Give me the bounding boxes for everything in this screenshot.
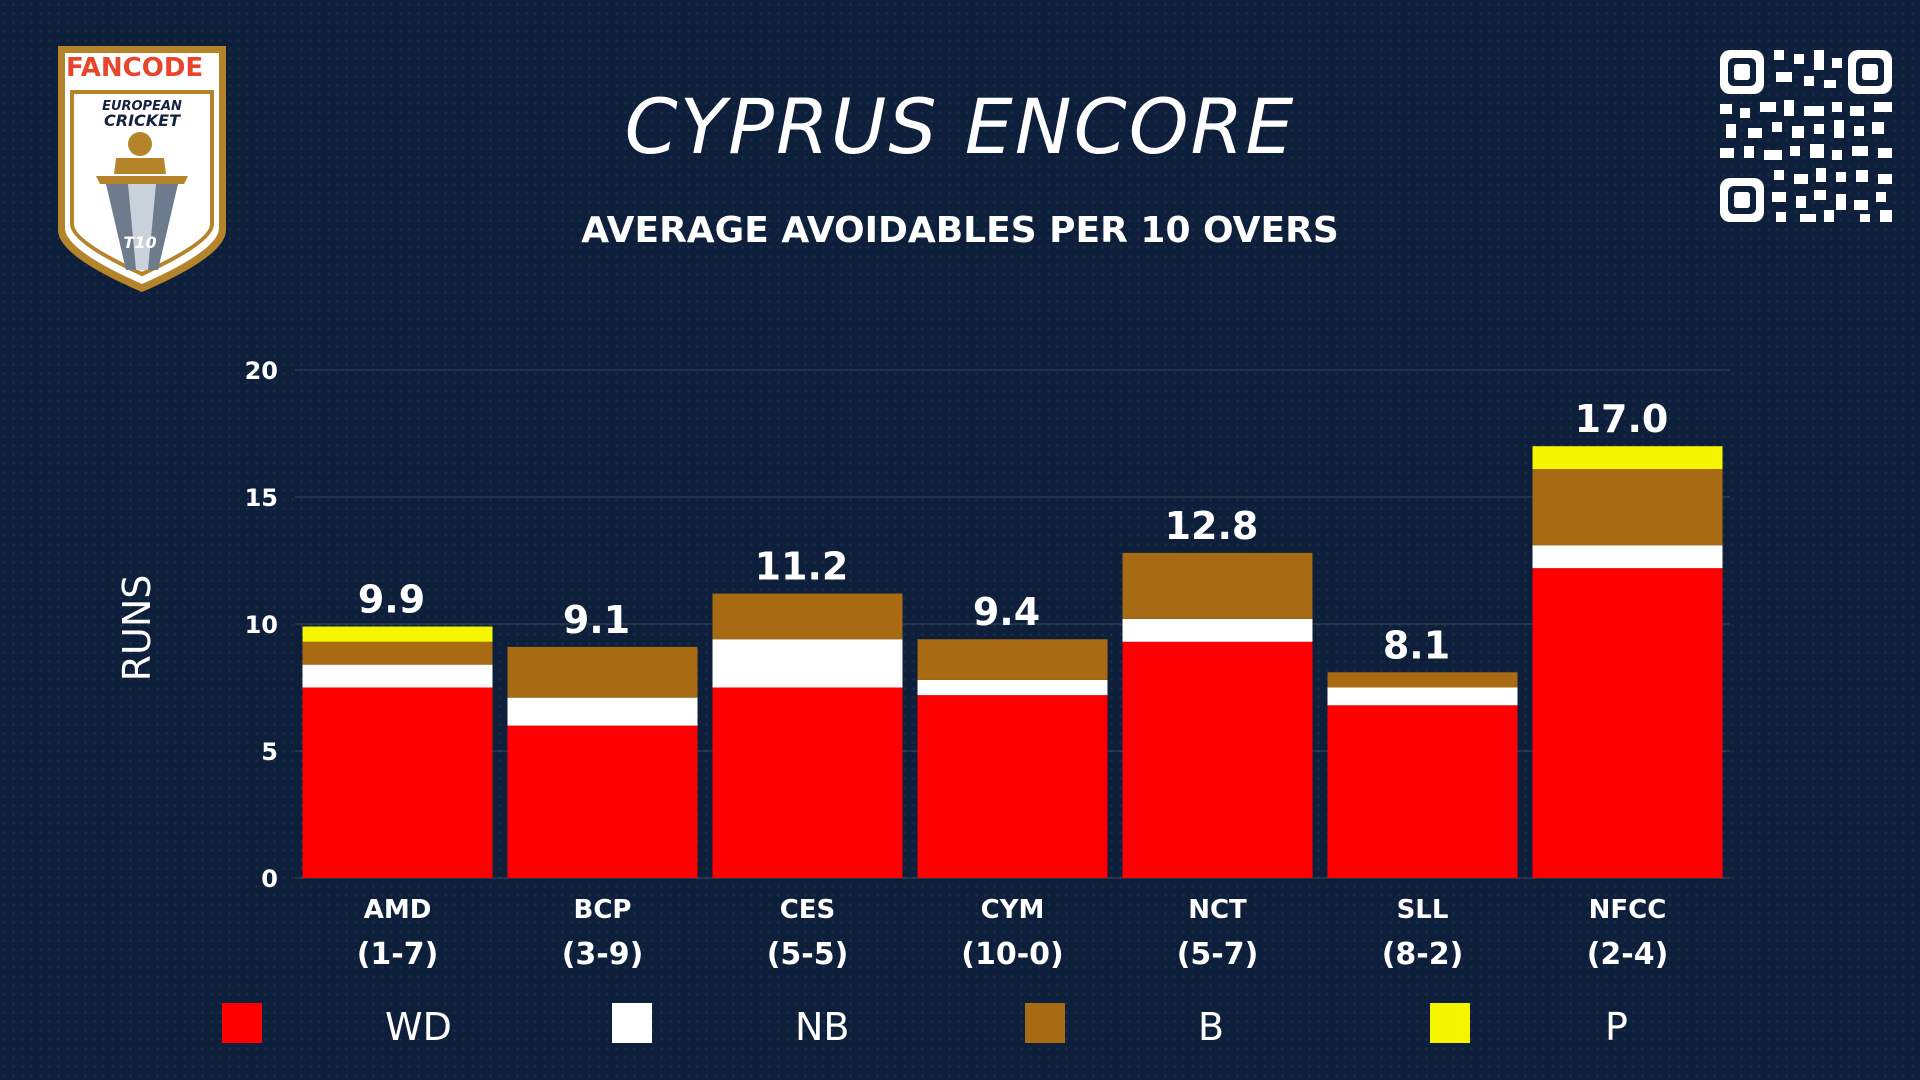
bar-stack-nct <box>1122 552 1313 878</box>
team-record-label: (5-5) <box>767 937 849 972</box>
team-record-label: (2-4) <box>1587 937 1669 972</box>
logo-brand-text: FANCODE <box>66 53 203 83</box>
data-label: 9.1 <box>563 598 630 642</box>
bar-segment-b <box>302 641 493 665</box>
qr-code-icon <box>1720 50 1892 226</box>
legend-swatch-wd <box>222 1003 262 1043</box>
team-record-label: (5-7) <box>1177 937 1259 972</box>
bar-stack-ces <box>712 593 903 878</box>
bar-segment-nb <box>917 679 1108 696</box>
x-tick-label: NFCC <box>1589 895 1667 925</box>
bar-segment-b <box>712 593 903 640</box>
x-tick-label: AMD <box>364 895 432 925</box>
bar-stack-sll <box>1327 672 1518 878</box>
bar-segment-p <box>1532 446 1723 470</box>
y-tick-label: 20 <box>245 357 278 385</box>
svg-text:CRICKET: CRICKET <box>104 111 181 130</box>
legend-swatch-b <box>1025 1003 1065 1043</box>
legend-swatch-nb <box>612 1003 652 1043</box>
bar-segment-wd <box>917 695 1108 878</box>
bar-segment-b <box>1122 552 1313 619</box>
team-record-label: (1-7) <box>357 937 439 972</box>
data-label: 17.0 <box>1575 397 1669 441</box>
chart-title: CYPRUS ENCORE <box>624 82 1296 171</box>
bar-segment-wd <box>1532 568 1723 878</box>
x-tick-label: BCP <box>574 895 632 925</box>
team-record-label: (3-9) <box>562 937 644 972</box>
data-label: 8.1 <box>1383 623 1450 667</box>
chart-subtitle: AVERAGE AVOIDABLES PER 10 OVERS <box>581 210 1339 251</box>
y-tick-label: 5 <box>261 738 278 766</box>
data-label: 12.8 <box>1165 504 1259 548</box>
bar-segment-nb <box>507 697 698 726</box>
legend-swatch-p <box>1430 1003 1470 1043</box>
bar-stack-bcp <box>507 646 698 878</box>
bar-segment-nb <box>1327 687 1518 706</box>
y-axis-label: RUNS <box>115 575 159 682</box>
bar-segment-wd <box>1122 641 1313 878</box>
bar-segment-b <box>507 646 698 698</box>
bar-segment-b <box>917 639 1108 680</box>
x-tick-label: CYM <box>981 895 1045 925</box>
x-tick-label: NCT <box>1188 895 1247 925</box>
bar-segment-wd <box>1327 705 1518 878</box>
bar-segment-b <box>1532 469 1723 546</box>
svg-text:T10: T10 <box>123 233 156 252</box>
legend-label-b: B <box>1198 1005 1224 1049</box>
bar-segment-nb <box>1122 618 1313 642</box>
y-tick-label: 10 <box>245 611 278 639</box>
bar-segment-nb <box>302 664 493 688</box>
legend-label-nb: NB <box>795 1005 850 1049</box>
bar-segment-p <box>302 626 493 642</box>
bar-stack-nfcc <box>1532 446 1723 878</box>
data-label: 9.4 <box>973 590 1040 634</box>
legend-label-p: P <box>1605 1005 1628 1049</box>
team-record-label: (10-0) <box>961 937 1064 972</box>
y-tick-label: 15 <box>245 484 278 512</box>
bar-segment-wd <box>507 725 698 878</box>
bar-stack-cym <box>917 639 1108 878</box>
svg-text:EUROPEAN: EUROPEAN <box>102 99 182 114</box>
fancode-european-cricket-logo: FANCODE EUROPEAN CRICKET T10 <box>52 34 232 300</box>
y-tick-label: 0 <box>261 865 278 893</box>
x-tick-label: SLL <box>1397 895 1449 925</box>
data-label: 9.9 <box>358 578 425 622</box>
bar-segment-wd <box>302 687 493 878</box>
bar-segment-wd <box>712 687 903 878</box>
legend-label-wd: WD <box>385 1005 452 1049</box>
bar-segment-nb <box>1532 545 1723 569</box>
team-record-label: (8-2) <box>1382 937 1464 972</box>
bar-segment-b <box>1327 672 1518 688</box>
x-tick-label: CES <box>780 895 836 925</box>
bar-stack-amd <box>302 626 493 878</box>
bar-segment-nb <box>712 639 903 688</box>
data-label: 11.2 <box>755 545 849 589</box>
